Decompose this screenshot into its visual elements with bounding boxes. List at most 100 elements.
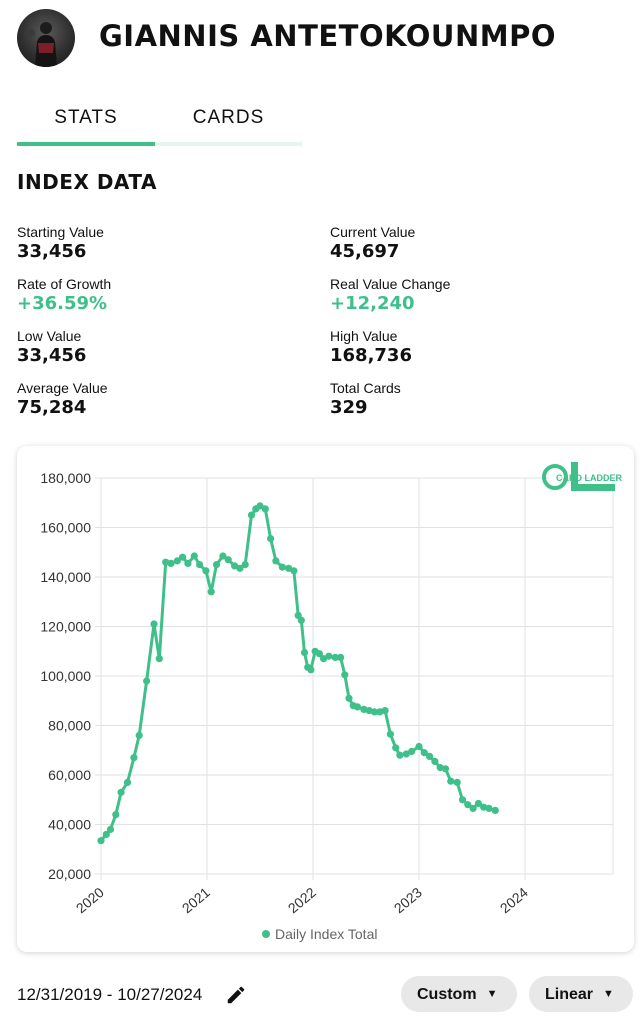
tab-cards[interactable]: CARDS [155,96,302,146]
data-point[interactable] [219,552,227,560]
data-point[interactable] [236,564,244,572]
data-point[interactable] [143,677,151,685]
scale-label: Linear [545,986,594,1003]
x-tick-label: 2021 [179,884,213,916]
data-point[interactable] [130,754,138,762]
date-range-text: 12/31/2019 - 10/27/2024 [17,985,203,1004]
y-tick-label: 80,000 [48,718,91,734]
x-tick-label: 2022 [285,884,319,916]
data-point[interactable] [453,778,461,786]
data-point[interactable] [207,588,215,596]
data-point[interactable] [441,765,450,773]
data-point[interactable] [278,563,286,571]
data-point[interactable] [458,796,467,804]
stat-value: 329 [330,397,368,418]
stat-value: 168,736 [330,345,412,366]
data-point[interactable] [420,749,428,757]
y-tick-label: 40,000 [48,817,91,833]
data-point[interactable] [184,559,192,567]
data-point[interactable] [300,648,309,657]
y-tick-label: 60,000 [48,767,91,783]
data-point[interactable] [173,557,181,565]
card-ladder-logo: CARD LADDER [542,462,622,491]
data-point[interactable] [315,650,323,658]
y-tick-label: 120,000 [40,619,91,635]
range-mode-dropdown[interactable]: Custom ▼ [401,976,517,1012]
scale-dropdown[interactable]: Linear ▼ [529,976,633,1012]
data-point[interactable] [112,811,120,819]
data-point[interactable] [426,752,434,760]
legend-label: Daily Index Total [275,926,377,942]
data-point[interactable] [155,655,163,663]
data-point[interactable] [345,694,353,702]
logo-text: CARD LADDER [556,473,622,483]
tab-stats[interactable]: STATS [17,96,155,146]
data-point[interactable] [474,799,482,808]
data-point[interactable] [196,561,204,569]
chart-controls: 12/31/2019 - 10/27/2024 Custom ▼ Linear ▼ [17,976,634,1014]
index-chart-card: 20,000 40,000 60,000 80,000 100,000 120,000 14… [17,446,634,952]
stat-label: Total Cards [330,380,401,396]
stat-label: High Value [330,328,398,344]
y-tick-label: 160,000 [40,520,91,536]
data-point[interactable] [370,708,379,716]
data-point[interactable] [190,552,198,560]
data-point[interactable] [290,567,298,575]
stat-label: Real Value Change [330,276,451,292]
data-point[interactable] [272,557,280,565]
data-point[interactable] [224,556,232,564]
y-tick-label: 20,000 [48,866,91,882]
data-point[interactable] [102,830,110,838]
player-name: GIANNIS ANTETOKOUNMPO [99,19,556,53]
data-point[interactable] [202,567,210,575]
data-point[interactable] [353,703,362,711]
data-point[interactable] [247,511,256,519]
data-point[interactable] [341,671,349,679]
data-point[interactable] [212,561,221,569]
y-tick-label: 180,000 [40,470,91,486]
stat-value: 75,284 [17,397,87,418]
stat-real-value-change: Real Value Change +12,240 [330,276,610,315]
caret-down-icon: ▼ [486,988,498,1000]
stat-average-value: Average Value 75,284 [17,380,297,419]
data-point[interactable] [297,616,305,624]
data-point[interactable] [123,778,132,786]
player-header: GIANNIS ANTETOKOUNMPO [17,9,627,67]
index-data-title: INDEX DATA [17,170,157,194]
data-point[interactable] [150,620,158,628]
index-line-chart[interactable]: 20,000 40,000 60,000 80,000 100,000 120,000 14… [17,446,634,952]
data-point[interactable] [135,731,143,739]
data-point[interactable] [431,757,439,765]
stat-rate-of-growth: Rate of Growth +36.59% [17,276,297,315]
data-point[interactable] [179,553,187,561]
stat-high-value: High Value 168,736 [330,328,610,367]
data-point[interactable] [331,653,339,661]
data-point[interactable] [447,777,455,785]
data-point[interactable] [408,747,416,756]
stat-total-cards: Total Cards 329 [330,380,610,419]
data-point[interactable] [325,652,333,660]
data-point[interactable] [261,505,269,513]
data-point[interactable] [241,561,249,569]
pencil-icon[interactable] [225,984,247,1006]
data-point[interactable] [106,825,115,833]
stat-label: Starting Value [17,224,104,240]
data-point[interactable] [485,804,493,812]
data-point[interactable] [469,804,477,812]
data-point[interactable] [267,535,275,543]
data-point[interactable] [117,788,125,796]
stat-value: 45,697 [330,241,400,262]
data-point[interactable] [167,559,175,567]
data-point[interactable] [307,666,315,674]
data-point[interactable] [256,502,264,510]
data-point[interactable] [381,707,389,715]
chart-legend[interactable]: Daily Index Total [262,926,377,942]
data-point[interactable] [415,742,423,751]
data-point[interactable] [337,653,345,661]
data-point[interactable] [491,806,499,814]
data-point[interactable] [386,730,394,738]
data-point[interactable] [97,837,105,845]
data-point[interactable] [392,744,400,752]
data-point[interactable] [464,801,472,809]
data-point[interactable] [396,751,404,759]
